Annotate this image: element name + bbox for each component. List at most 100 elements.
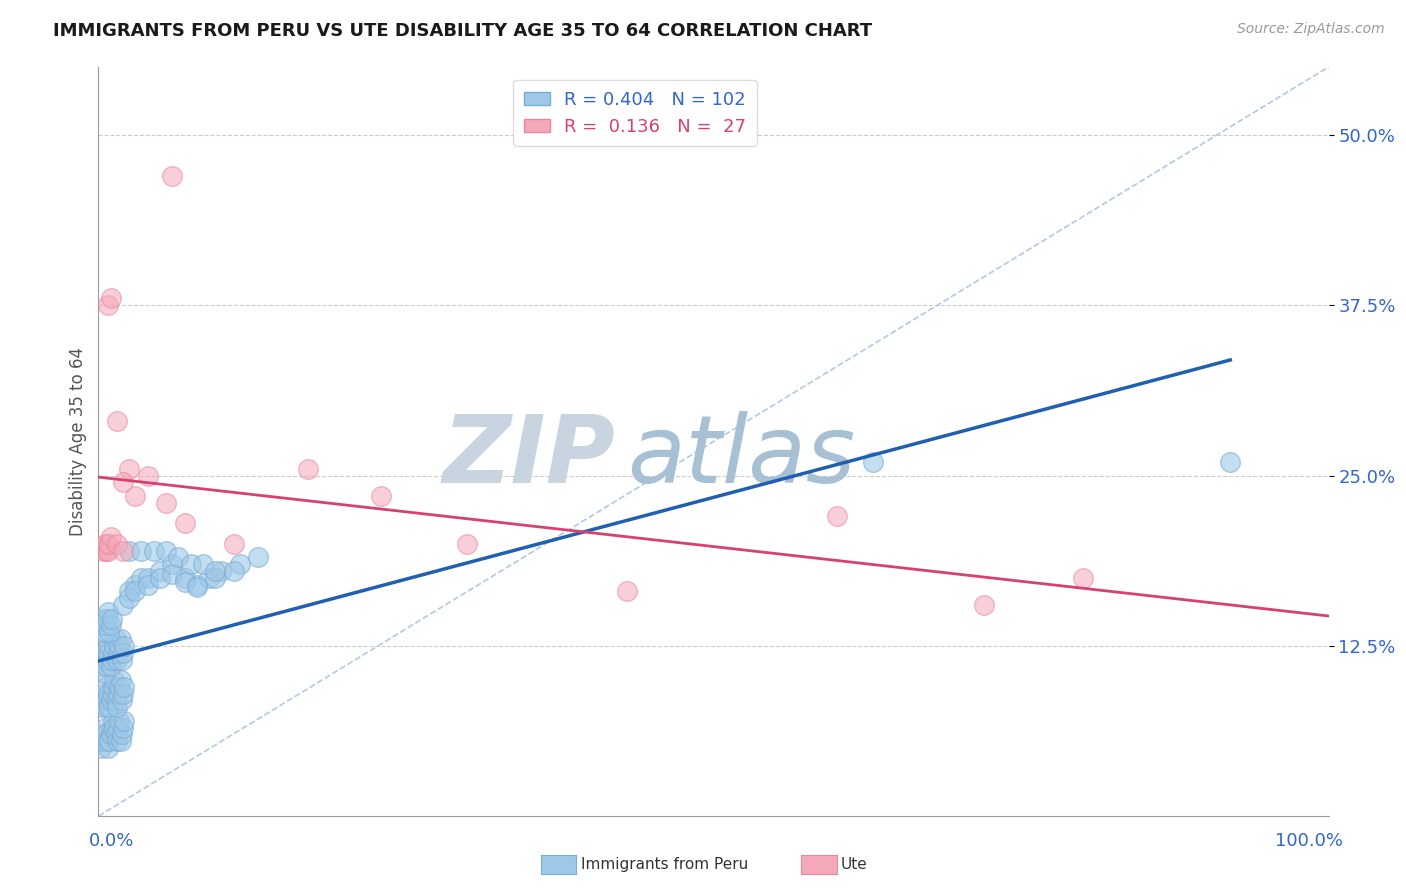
Point — [100, 727, 122, 741]
Point — [142, 543, 165, 558]
Point — [136, 468, 159, 483]
Point — [112, 543, 135, 558]
Point — [229, 557, 252, 571]
Point — [108, 714, 131, 728]
Point — [90, 741, 112, 756]
Point — [104, 693, 127, 707]
Point — [204, 571, 226, 585]
Point — [100, 693, 122, 707]
Point — [101, 687, 124, 701]
Text: Ute: Ute — [841, 857, 868, 871]
Point — [98, 625, 121, 640]
Point — [131, 571, 153, 585]
Point — [94, 543, 117, 558]
Point — [118, 543, 141, 558]
Point — [112, 680, 135, 694]
Text: ZIP: ZIP — [443, 410, 616, 502]
Point — [103, 639, 125, 653]
Point — [118, 591, 141, 606]
Point — [103, 673, 125, 687]
Point — [105, 537, 128, 551]
Point — [211, 564, 233, 578]
Point — [136, 571, 159, 585]
Point — [112, 687, 135, 701]
Point — [162, 566, 183, 581]
Text: IMMIGRANTS FROM PERU VS UTE DISABILITY AGE 35 TO 64 CORRELATION CHART: IMMIGRANTS FROM PERU VS UTE DISABILITY A… — [53, 22, 873, 40]
Point — [111, 693, 134, 707]
Point — [1071, 571, 1094, 585]
Point — [105, 414, 128, 428]
Point — [93, 721, 115, 735]
Point — [103, 714, 125, 728]
Point — [124, 584, 146, 599]
Point — [105, 652, 128, 666]
Point — [105, 734, 128, 748]
Point — [96, 734, 118, 748]
Point — [112, 639, 135, 653]
Point — [112, 646, 135, 660]
Point — [456, 537, 478, 551]
Point — [162, 169, 183, 183]
Point — [101, 612, 124, 626]
Point — [91, 652, 114, 666]
Point — [93, 625, 115, 640]
Point — [124, 489, 146, 503]
Point — [862, 455, 884, 469]
Point — [111, 652, 134, 666]
Point — [93, 612, 115, 626]
Point — [103, 721, 125, 735]
Point — [108, 639, 131, 653]
Point — [93, 543, 115, 558]
Point — [136, 577, 159, 591]
Point — [90, 625, 112, 640]
Point — [107, 721, 129, 735]
Point — [91, 693, 114, 707]
Point — [93, 680, 115, 694]
Point — [107, 646, 129, 660]
Text: 100.0%: 100.0% — [1275, 831, 1343, 849]
Point — [204, 564, 226, 578]
Point — [110, 632, 132, 646]
Point — [112, 598, 135, 612]
Point — [103, 680, 125, 694]
Point — [173, 516, 195, 531]
Point — [247, 550, 270, 565]
Point — [98, 639, 121, 653]
Point — [93, 687, 115, 701]
Point — [118, 462, 141, 476]
Point — [162, 557, 183, 571]
Text: 0.0%: 0.0% — [89, 831, 134, 849]
Point — [370, 489, 392, 503]
Point — [108, 680, 131, 694]
Point — [90, 700, 112, 714]
Point — [180, 557, 202, 571]
Point — [173, 571, 195, 585]
Point — [107, 687, 129, 701]
Point — [97, 741, 120, 756]
Point — [149, 571, 172, 585]
Point — [94, 659, 117, 673]
Point — [98, 537, 121, 551]
Point — [110, 673, 132, 687]
Point — [103, 646, 125, 660]
Point — [111, 727, 134, 741]
Text: atlas: atlas — [627, 411, 856, 502]
Point — [191, 557, 214, 571]
Point — [97, 543, 120, 558]
Point — [198, 571, 221, 585]
Point — [297, 462, 319, 476]
Point — [91, 618, 114, 632]
Point — [186, 577, 208, 591]
Point — [616, 584, 638, 599]
Point — [97, 646, 120, 660]
Point — [98, 734, 121, 748]
Point — [110, 734, 132, 748]
Point — [97, 298, 120, 312]
Point — [100, 618, 122, 632]
Y-axis label: Disability Age 35 to 64: Disability Age 35 to 64 — [69, 347, 87, 536]
Point — [105, 700, 128, 714]
Point — [94, 618, 117, 632]
Point — [222, 564, 245, 578]
Point — [96, 612, 118, 626]
Point — [94, 727, 117, 741]
